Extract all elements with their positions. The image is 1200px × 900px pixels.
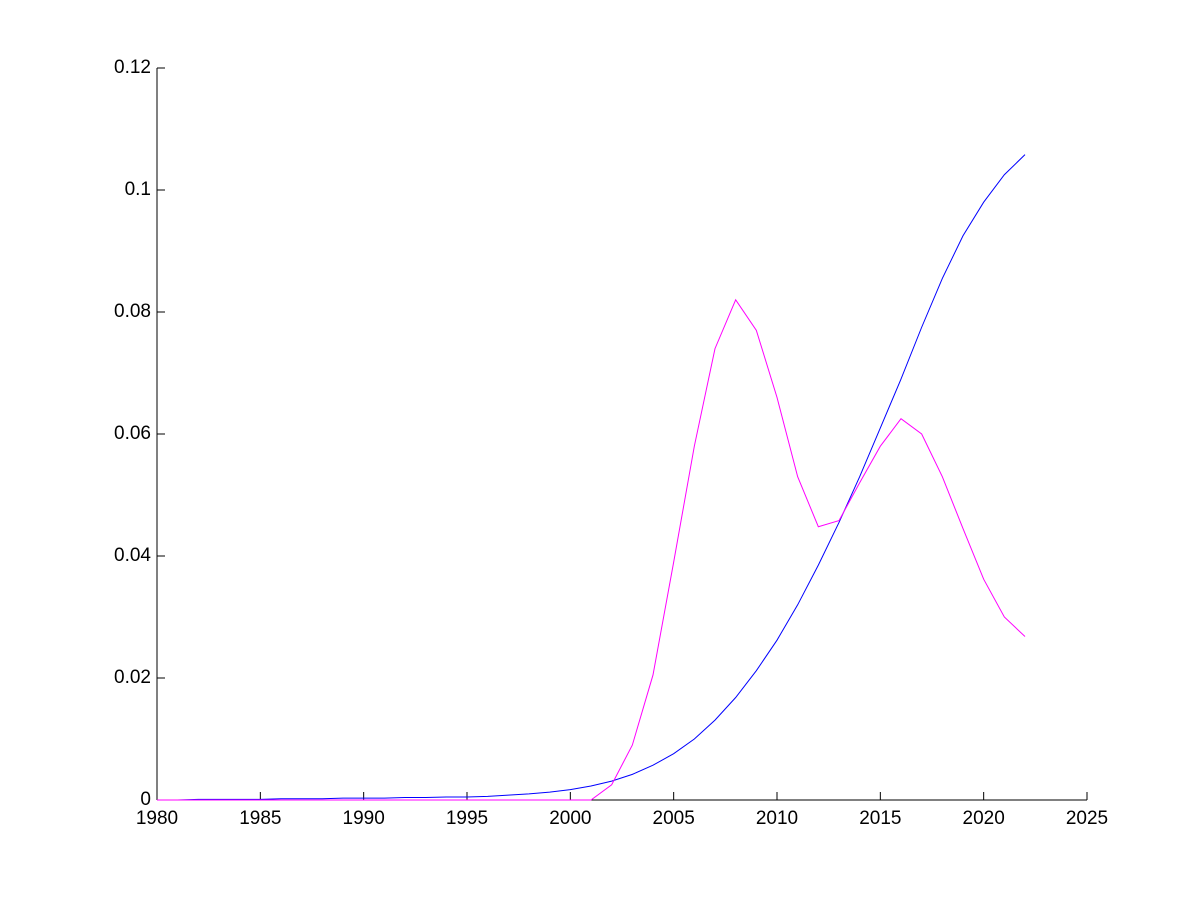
y-tick-label: 0.04 [114,545,151,566]
line-series [157,298,1026,801]
line-series [157,154,1026,801]
x-tick-label: 1980 [136,808,178,829]
y-tick-label: 0 [140,789,151,810]
x-tick-label: 2005 [653,808,695,829]
x-tick-label: 2000 [549,808,591,829]
y-tick-label: 0.12 [114,57,151,78]
x-tick-label: 2020 [963,808,1005,829]
x-tick-label: 1995 [446,808,488,829]
x-tick-label: 2010 [756,808,798,829]
y-tick-label: 0.1 [125,179,151,200]
x-tick-label: 1990 [343,808,385,829]
x-tick-label: 2015 [859,808,901,829]
y-tick-label: 0.02 [114,667,151,688]
x-tick-label: 2025 [1066,808,1108,829]
x-tick-label: 1985 [239,808,281,829]
y-tick-label: 0.08 [114,301,151,322]
y-tick-label: 0.06 [114,423,151,444]
